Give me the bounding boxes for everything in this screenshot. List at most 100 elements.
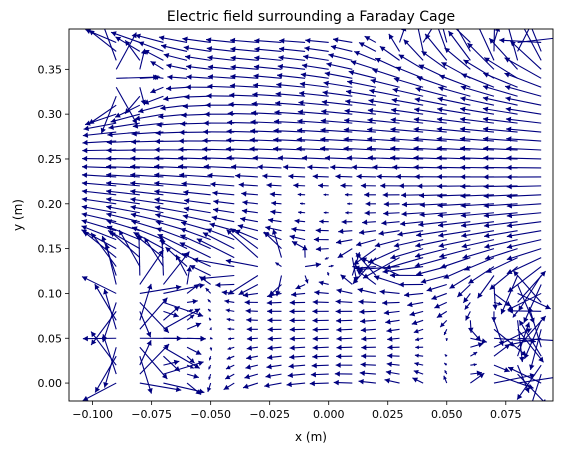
field-arrow [297,118,329,125]
field-arrow [529,329,542,371]
field-arrow [340,274,353,285]
field-arrow [252,91,282,98]
field-arrow [505,96,542,106]
field-arrow [436,126,471,133]
field-arrow [179,242,211,259]
field-arrow [288,363,306,369]
field-arrow [365,201,376,207]
field-arrow [460,85,495,97]
field-arrow [506,230,542,239]
field-arrow [211,215,235,223]
plot-frame [68,28,554,402]
field-arrow [310,371,329,378]
field-arrow [387,344,400,351]
field-arrow [183,206,211,214]
field-arrow [370,78,400,88]
field-arrow [82,335,117,342]
field-arrow [361,257,400,277]
field-arrow [196,238,235,259]
field-arrow [251,101,282,107]
field-arrow [464,302,471,310]
field-arrow [391,107,424,115]
field-arrow [180,227,211,241]
field-arrow [279,38,306,44]
field-arrow [415,345,424,350]
field-arrow [208,356,212,361]
field-arrow [338,228,353,235]
x-tick-label: 0.075 [490,408,522,421]
field-arrow [82,131,117,138]
field-arrow [335,362,353,368]
field-arrow [414,257,447,268]
field-arrow [207,308,212,312]
field-arrow [506,221,542,229]
field-arrow [477,275,495,299]
field-arrow [186,322,202,330]
field-arrow [267,335,282,342]
field-arrow [459,106,495,115]
field-arrow [461,73,495,88]
field-arrow [81,196,117,205]
field-arrow [136,235,164,259]
field-arrow [393,239,424,248]
field-arrow [225,308,235,313]
field-arrow [321,99,353,106]
field-arrow [455,29,471,43]
field-arrow [275,262,282,268]
field-arrow [90,232,117,267]
field-arrow [81,276,117,294]
field-arrow [468,320,474,333]
field-arrow [493,292,512,307]
field-arrow [186,314,195,321]
field-arrow [311,362,329,369]
field-arrow [382,192,400,198]
field-arrow [209,347,213,351]
field-arrow [267,308,282,315]
field-arrow [358,378,376,385]
field-arrow [438,230,471,238]
x-tick-label: −0.025 [249,408,290,421]
field-arrow [506,183,542,190]
field-arrow [360,318,376,324]
field-arrow [163,346,200,369]
field-arrow [139,343,170,375]
field-arrow [324,155,353,161]
field-arrow [361,336,376,342]
field-arrow [398,281,424,288]
field-arrow [482,84,518,97]
field-arrow [134,113,164,121]
field-arrow [312,344,329,351]
field-arrow [300,72,329,79]
field-arrow [442,29,448,43]
field-arrow [493,320,504,347]
field-arrow [298,100,329,106]
field-arrow [335,239,353,245]
field-arrow [437,29,448,52]
field-arrow [238,182,258,188]
field-arrow [469,328,482,342]
field-arrow [276,72,306,79]
field-arrow [206,93,235,99]
field-arrow [163,310,179,318]
field-arrow [139,284,182,294]
field-arrow [434,301,447,309]
field-arrow [416,75,447,88]
field-arrow [238,283,259,296]
field-arrow [323,80,353,88]
field-arrow [508,337,542,347]
field-arrow [312,326,329,333]
field-arrow [383,309,400,316]
field-arrow [390,248,424,260]
field-arrow [160,43,188,52]
field-arrow [186,355,195,364]
field-arrow [360,327,376,333]
field-arrow [252,82,282,89]
field-arrow [277,155,306,161]
field-arrow [483,193,518,199]
field-arrow [132,122,164,129]
field-arrow [400,192,424,198]
y-axis: 0.00 0.05 0.10 0.15 0.20 0.25 0.30 0.35 [38,63,69,390]
field-arrow [154,172,188,178]
field-arrow [350,60,377,70]
